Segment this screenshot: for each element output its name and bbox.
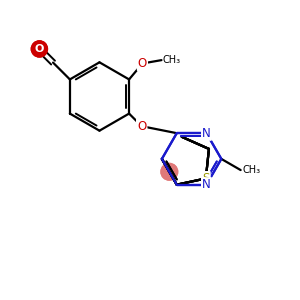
Circle shape <box>161 164 178 180</box>
Text: S: S <box>202 172 209 185</box>
Text: O: O <box>138 57 147 70</box>
Text: N: N <box>202 127 211 140</box>
Circle shape <box>32 41 47 57</box>
Text: O: O <box>137 120 146 133</box>
Text: N: N <box>202 178 211 191</box>
Text: O: O <box>138 57 147 70</box>
Circle shape <box>32 41 47 57</box>
Text: CH₃: CH₃ <box>242 165 260 175</box>
Text: O: O <box>35 44 44 54</box>
Text: CH₃: CH₃ <box>163 55 181 65</box>
Text: N: N <box>202 127 211 140</box>
Text: O: O <box>35 44 44 54</box>
Text: S: S <box>202 172 209 185</box>
Text: N: N <box>202 178 211 191</box>
Circle shape <box>161 164 178 180</box>
Text: O: O <box>137 120 146 133</box>
